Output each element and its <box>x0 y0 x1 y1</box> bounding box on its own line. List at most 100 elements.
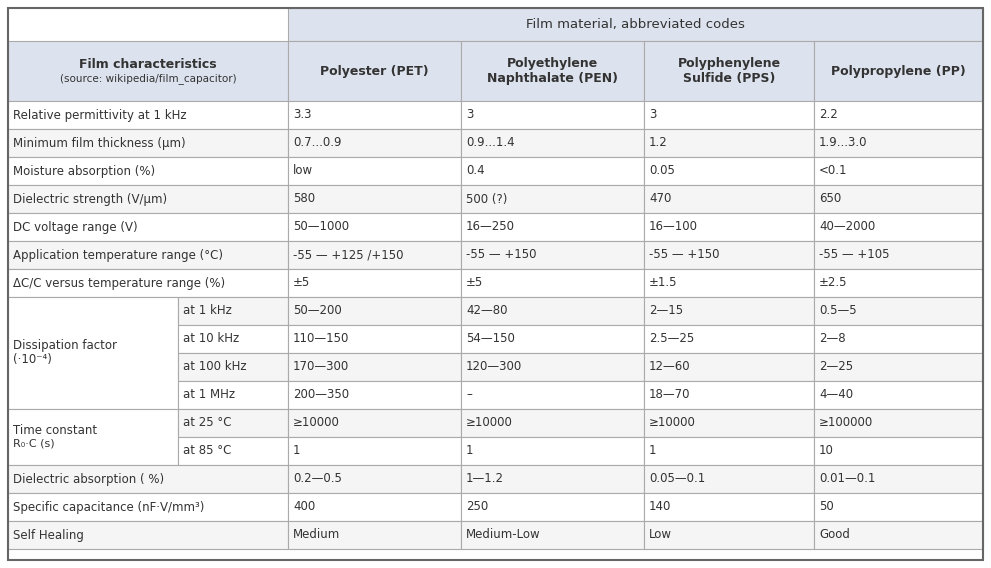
Bar <box>814 297 983 325</box>
Text: 2.2: 2.2 <box>819 108 837 122</box>
Text: 110—150: 110—150 <box>293 332 350 345</box>
Bar <box>8 41 288 101</box>
Bar <box>814 157 983 185</box>
Text: ±5: ±5 <box>466 277 484 290</box>
Bar <box>288 269 461 297</box>
Bar <box>178 381 288 409</box>
Bar <box>461 101 644 129</box>
Text: Medium-Low: Medium-Low <box>466 528 541 541</box>
Text: 3: 3 <box>649 108 656 122</box>
Bar <box>814 409 983 437</box>
Text: 1.9...3.0: 1.9...3.0 <box>819 136 867 149</box>
Bar <box>814 437 983 465</box>
Bar <box>461 185 644 213</box>
Text: 0.05: 0.05 <box>649 165 675 177</box>
Bar <box>8 213 288 241</box>
Bar <box>644 101 814 129</box>
Bar <box>461 213 644 241</box>
Bar <box>461 41 644 101</box>
Bar <box>814 465 983 493</box>
Bar <box>288 241 461 269</box>
Text: 4—40: 4—40 <box>819 389 853 402</box>
Bar <box>178 325 288 353</box>
Bar <box>8 269 288 297</box>
Text: Dissipation factor: Dissipation factor <box>13 340 117 353</box>
Bar <box>8 101 288 129</box>
Bar <box>644 409 814 437</box>
Bar <box>8 185 288 213</box>
Bar <box>8 521 288 549</box>
Bar <box>461 157 644 185</box>
Bar <box>644 353 814 381</box>
Text: 3: 3 <box>466 108 474 122</box>
Text: low: low <box>293 165 313 177</box>
Bar <box>644 157 814 185</box>
Text: 0.7...0.9: 0.7...0.9 <box>293 136 342 149</box>
Bar <box>178 437 288 465</box>
Bar <box>8 157 288 185</box>
Bar <box>461 297 644 325</box>
Text: -55 — +125 /+150: -55 — +125 /+150 <box>293 249 403 261</box>
Text: 1—1.2: 1—1.2 <box>466 473 504 486</box>
Text: Specific capacitance (nF·V/mm³): Specific capacitance (nF·V/mm³) <box>13 500 204 513</box>
Bar <box>288 325 461 353</box>
Text: 0.5—5: 0.5—5 <box>819 304 856 318</box>
Bar <box>814 129 983 157</box>
Text: -55 — +150: -55 — +150 <box>649 249 719 261</box>
Text: Polyphenylene
Sulfide (PPS): Polyphenylene Sulfide (PPS) <box>678 57 781 85</box>
Bar <box>8 409 178 465</box>
Bar <box>461 353 644 381</box>
Bar <box>288 8 983 41</box>
Text: 2—15: 2—15 <box>649 304 683 318</box>
Bar <box>814 213 983 241</box>
Bar <box>288 409 461 437</box>
Text: ≥100000: ≥100000 <box>819 416 873 429</box>
Text: 54—150: 54—150 <box>466 332 515 345</box>
Bar <box>461 325 644 353</box>
Text: -55 — +105: -55 — +105 <box>819 249 890 261</box>
Text: Film material, abbreviated codes: Film material, abbreviated codes <box>526 18 745 31</box>
Text: Good: Good <box>819 528 850 541</box>
Text: 250: 250 <box>466 500 489 513</box>
Text: 400: 400 <box>293 500 315 513</box>
Text: Polyester (PET): Polyester (PET) <box>320 65 429 77</box>
Bar <box>461 437 644 465</box>
Text: Time constant: Time constant <box>13 424 97 436</box>
Text: 12—60: 12—60 <box>649 361 691 374</box>
Bar <box>461 381 644 409</box>
Bar <box>814 269 983 297</box>
Bar <box>288 521 461 549</box>
Bar <box>644 325 814 353</box>
Bar <box>814 521 983 549</box>
Bar <box>814 101 983 129</box>
Bar <box>288 437 461 465</box>
Bar <box>461 129 644 157</box>
Text: 0.05—0.1: 0.05—0.1 <box>649 473 706 486</box>
Text: 140: 140 <box>649 500 671 513</box>
Bar <box>644 185 814 213</box>
Bar <box>288 41 461 101</box>
Text: 1: 1 <box>649 445 656 457</box>
Bar <box>644 297 814 325</box>
Bar <box>644 437 814 465</box>
Text: 50—1000: 50—1000 <box>293 220 349 233</box>
Text: at 1 kHz: at 1 kHz <box>183 304 232 318</box>
Text: Dielectric strength (V/μm): Dielectric strength (V/μm) <box>13 193 167 206</box>
Text: ≥10000: ≥10000 <box>649 416 696 429</box>
Bar <box>178 297 288 325</box>
Bar <box>644 465 814 493</box>
Bar <box>461 409 644 437</box>
Text: 1.2: 1.2 <box>649 136 668 149</box>
Bar <box>814 381 983 409</box>
Bar <box>288 213 461 241</box>
Bar <box>814 325 983 353</box>
Text: 0.01—0.1: 0.01—0.1 <box>819 473 875 486</box>
Bar <box>644 493 814 521</box>
Text: 170—300: 170—300 <box>293 361 349 374</box>
Text: at 10 kHz: at 10 kHz <box>183 332 239 345</box>
Text: 580: 580 <box>293 193 315 206</box>
Text: ±1.5: ±1.5 <box>649 277 678 290</box>
Text: 1: 1 <box>466 445 474 457</box>
Text: Moisture absorption (%): Moisture absorption (%) <box>13 165 156 177</box>
Bar <box>178 409 288 437</box>
